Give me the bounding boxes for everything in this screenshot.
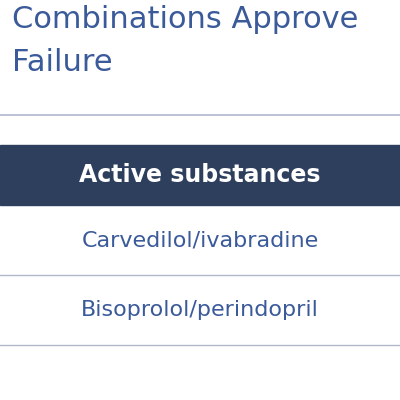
Text: Combinations Approve: Combinations Approve bbox=[12, 5, 358, 34]
Text: Carvedilol/ivabradine: Carvedilol/ivabradine bbox=[81, 230, 319, 250]
Text: Active substances: Active substances bbox=[79, 163, 321, 187]
Text: Bisoprolol/perindopril: Bisoprolol/perindopril bbox=[81, 300, 319, 320]
Bar bbox=[0, 145, 400, 205]
Text: Failure: Failure bbox=[12, 48, 113, 77]
